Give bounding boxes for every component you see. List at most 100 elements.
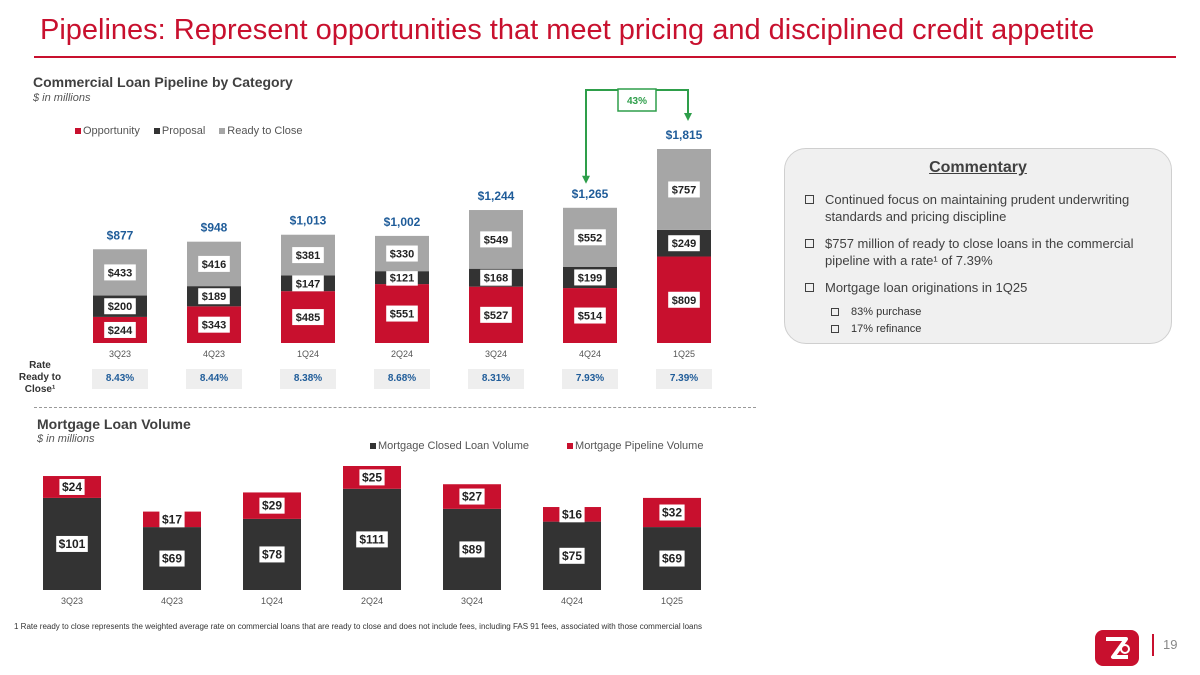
mortgage-x-tick-label: 1Q25 bbox=[661, 596, 683, 606]
commercial-bar-value-label-box bbox=[668, 181, 700, 198]
mortgage-bar-value-label-text: $69 bbox=[662, 552, 682, 566]
commercial-total-label-text: $1,002 bbox=[384, 215, 421, 229]
commercial-bar-value-label-text: $343 bbox=[202, 320, 226, 332]
mortgage-bar-value-label: $32 bbox=[659, 504, 685, 521]
commercial-total-label-text: $1,815 bbox=[666, 128, 703, 142]
commercial-bar-value-label: $809 bbox=[668, 291, 700, 308]
rate-value-box: 8.38% bbox=[280, 369, 336, 389]
growth-badge bbox=[617, 88, 657, 112]
mortgage-bar-value-label: $69 bbox=[659, 550, 685, 567]
mortgage-bar-value-label-box bbox=[159, 511, 185, 528]
mortgage-chart-subtitle: $ in millions bbox=[37, 433, 95, 445]
commercial-total-label-text: $877 bbox=[107, 228, 134, 242]
commercial-legend: Opportunity Proposal Ready to Close bbox=[75, 125, 303, 137]
mortgage-bar-value-label: $24 bbox=[59, 478, 85, 495]
commentary-bullets: Continued focus on maintaining prudent u… bbox=[805, 191, 1155, 306]
commercial-bar-value-label-box bbox=[104, 298, 136, 315]
commercial-bar-value-label-box bbox=[198, 316, 230, 333]
commercial-chart-subtitle: $ in millions bbox=[33, 92, 91, 104]
growth-badge-label: 43% bbox=[627, 96, 647, 107]
mortgage-bar-value-label-box bbox=[659, 504, 685, 521]
mortgage-bar-value-label: $69 bbox=[159, 550, 185, 567]
commercial-bar-value-label-text: $199 bbox=[578, 272, 602, 284]
commercial-bar-value-label-box bbox=[386, 305, 418, 322]
commercial-legend-label: Proposal bbox=[161, 125, 206, 137]
commercial-bar-value-label-box bbox=[480, 269, 512, 286]
commercial-bar-value-label-box bbox=[104, 264, 136, 281]
commercial-bar-value-label: $527 bbox=[480, 306, 512, 323]
mortgage-legend-label: Mortgage Closed Loan Volume bbox=[378, 440, 530, 452]
title-rule bbox=[34, 56, 1176, 58]
commentary-bullet: Mortgage loan originations in 1Q25 bbox=[805, 279, 1155, 296]
commercial-bar-value-label-box bbox=[574, 269, 606, 286]
commercial-bar-value-label-box bbox=[386, 269, 418, 286]
mortgage-bar-value-label-text: $78 bbox=[262, 547, 282, 561]
commercial-total-label: $1,244 bbox=[478, 189, 515, 203]
mortgage-bar-value-label: $17 bbox=[159, 511, 185, 528]
rate-value-box: 7.39% bbox=[656, 369, 712, 389]
commercial-total-label-text: $948 bbox=[201, 221, 228, 235]
commercial-bar-value-label: $757 bbox=[668, 181, 700, 198]
mortgage-bar-value-label-text: $89 bbox=[462, 542, 482, 556]
commercial-total-label-text: $1,013 bbox=[290, 214, 327, 228]
commercial-bar-value-label-box bbox=[292, 275, 324, 292]
mortgage-bar-value-label-box bbox=[259, 546, 285, 563]
mortgage-x-tick-label: 3Q23 bbox=[61, 596, 83, 606]
rate-value-box: 7.93% bbox=[562, 369, 618, 389]
commercial-x-tick-label: 3Q23 bbox=[109, 349, 131, 359]
mortgage-x-tick-label: 1Q24 bbox=[261, 596, 283, 606]
rate-value-box: 8.44% bbox=[186, 369, 242, 389]
commercial-bar-value-label: $551 bbox=[386, 305, 418, 322]
commercial-bar-value-label: $244 bbox=[104, 321, 136, 338]
mortgage-bar-value-label-box bbox=[459, 488, 485, 505]
mortgage-bar-value-label-box bbox=[559, 506, 585, 523]
rate-value-box: 8.31% bbox=[468, 369, 524, 389]
commentary-bullet: $757 million of ready to close loans in … bbox=[805, 235, 1155, 269]
commercial-legend-swatch bbox=[219, 128, 226, 134]
commercial-bar-value-label: $485 bbox=[292, 309, 324, 326]
mortgage-bar-value-label: $16 bbox=[559, 506, 585, 523]
commentary-panel: Commentary Continued focus on maintainin… bbox=[784, 148, 1172, 344]
commercial-bar-value-label-box bbox=[480, 231, 512, 248]
commercial-legend-item-1: Proposal bbox=[153, 125, 206, 137]
commentary-sub-bullet: 83% purchase bbox=[831, 305, 1145, 319]
footnote: 1 Rate ready to close represents the wei… bbox=[14, 622, 702, 631]
commercial-bar-value-label-text: $552 bbox=[578, 232, 602, 244]
mortgage-bar-value-label-box bbox=[59, 478, 85, 495]
commercial-bar-value-label: $330 bbox=[386, 245, 418, 262]
mortgage-bar-value-label-box bbox=[159, 550, 185, 567]
mortgage-bar-value-label-box bbox=[56, 535, 88, 552]
commercial-bar-value-label-text: $433 bbox=[108, 267, 132, 279]
commercial-pipeline-chart: $244 $200 $433 $877 3Q23 $343 $189 $416 $948 4Q23… bbox=[93, 88, 711, 359]
mortgage-bar-value-label: $27 bbox=[459, 488, 485, 505]
commercial-bar-value-label-text: $381 bbox=[296, 250, 320, 262]
rate-value-box: 8.43% bbox=[92, 369, 148, 389]
mortgage-bar-value-label-text: $32 bbox=[662, 506, 682, 520]
commercial-bar-value-label-text: $330 bbox=[390, 249, 414, 261]
mortgage-bar-value-label-text: $101 bbox=[59, 537, 86, 551]
commercial-chart-title: Commercial Loan Pipeline by Category bbox=[33, 74, 293, 90]
mortgage-legend-swatch bbox=[370, 443, 376, 449]
mortgage-bar-value-label-text: $25 bbox=[362, 470, 382, 484]
commercial-bar-value-label: $416 bbox=[198, 255, 230, 272]
mortgage-legend-swatch bbox=[567, 443, 574, 449]
mortgage-bar-value-label-text: $111 bbox=[359, 532, 385, 546]
commercial-bar-value-label: $343 bbox=[198, 316, 230, 333]
mortgage-bar-value-label: $89 bbox=[459, 541, 485, 558]
mortgage-bar-value-label-text: $75 bbox=[562, 549, 582, 563]
mortgage-bar-value-label-text: $16 bbox=[562, 507, 582, 521]
commercial-bar-value-label-box bbox=[104, 321, 136, 338]
zions-logo-icon bbox=[1095, 630, 1139, 666]
commercial-bar-value-label-box bbox=[480, 306, 512, 323]
commercial-total-label: $1,815 bbox=[666, 128, 703, 142]
commercial-legend-swatch bbox=[153, 128, 160, 134]
commercial-total-label: $1,265 bbox=[572, 187, 609, 201]
commercial-bar-value-label-box bbox=[668, 235, 700, 252]
commercial-bar-value-label: $200 bbox=[104, 298, 136, 315]
mortgage-bar-value-label-text: $17 bbox=[162, 512, 182, 526]
mortgage-legend-item-1: Mortgage Pipeline Volume bbox=[567, 440, 703, 452]
commercial-legend-label: Opportunity bbox=[83, 125, 140, 137]
mortgage-bar-value-label-box bbox=[459, 541, 485, 558]
mortgage-bar-value-label: $25 bbox=[359, 469, 385, 486]
mortgage-bar-value-label: $101 bbox=[56, 535, 88, 552]
